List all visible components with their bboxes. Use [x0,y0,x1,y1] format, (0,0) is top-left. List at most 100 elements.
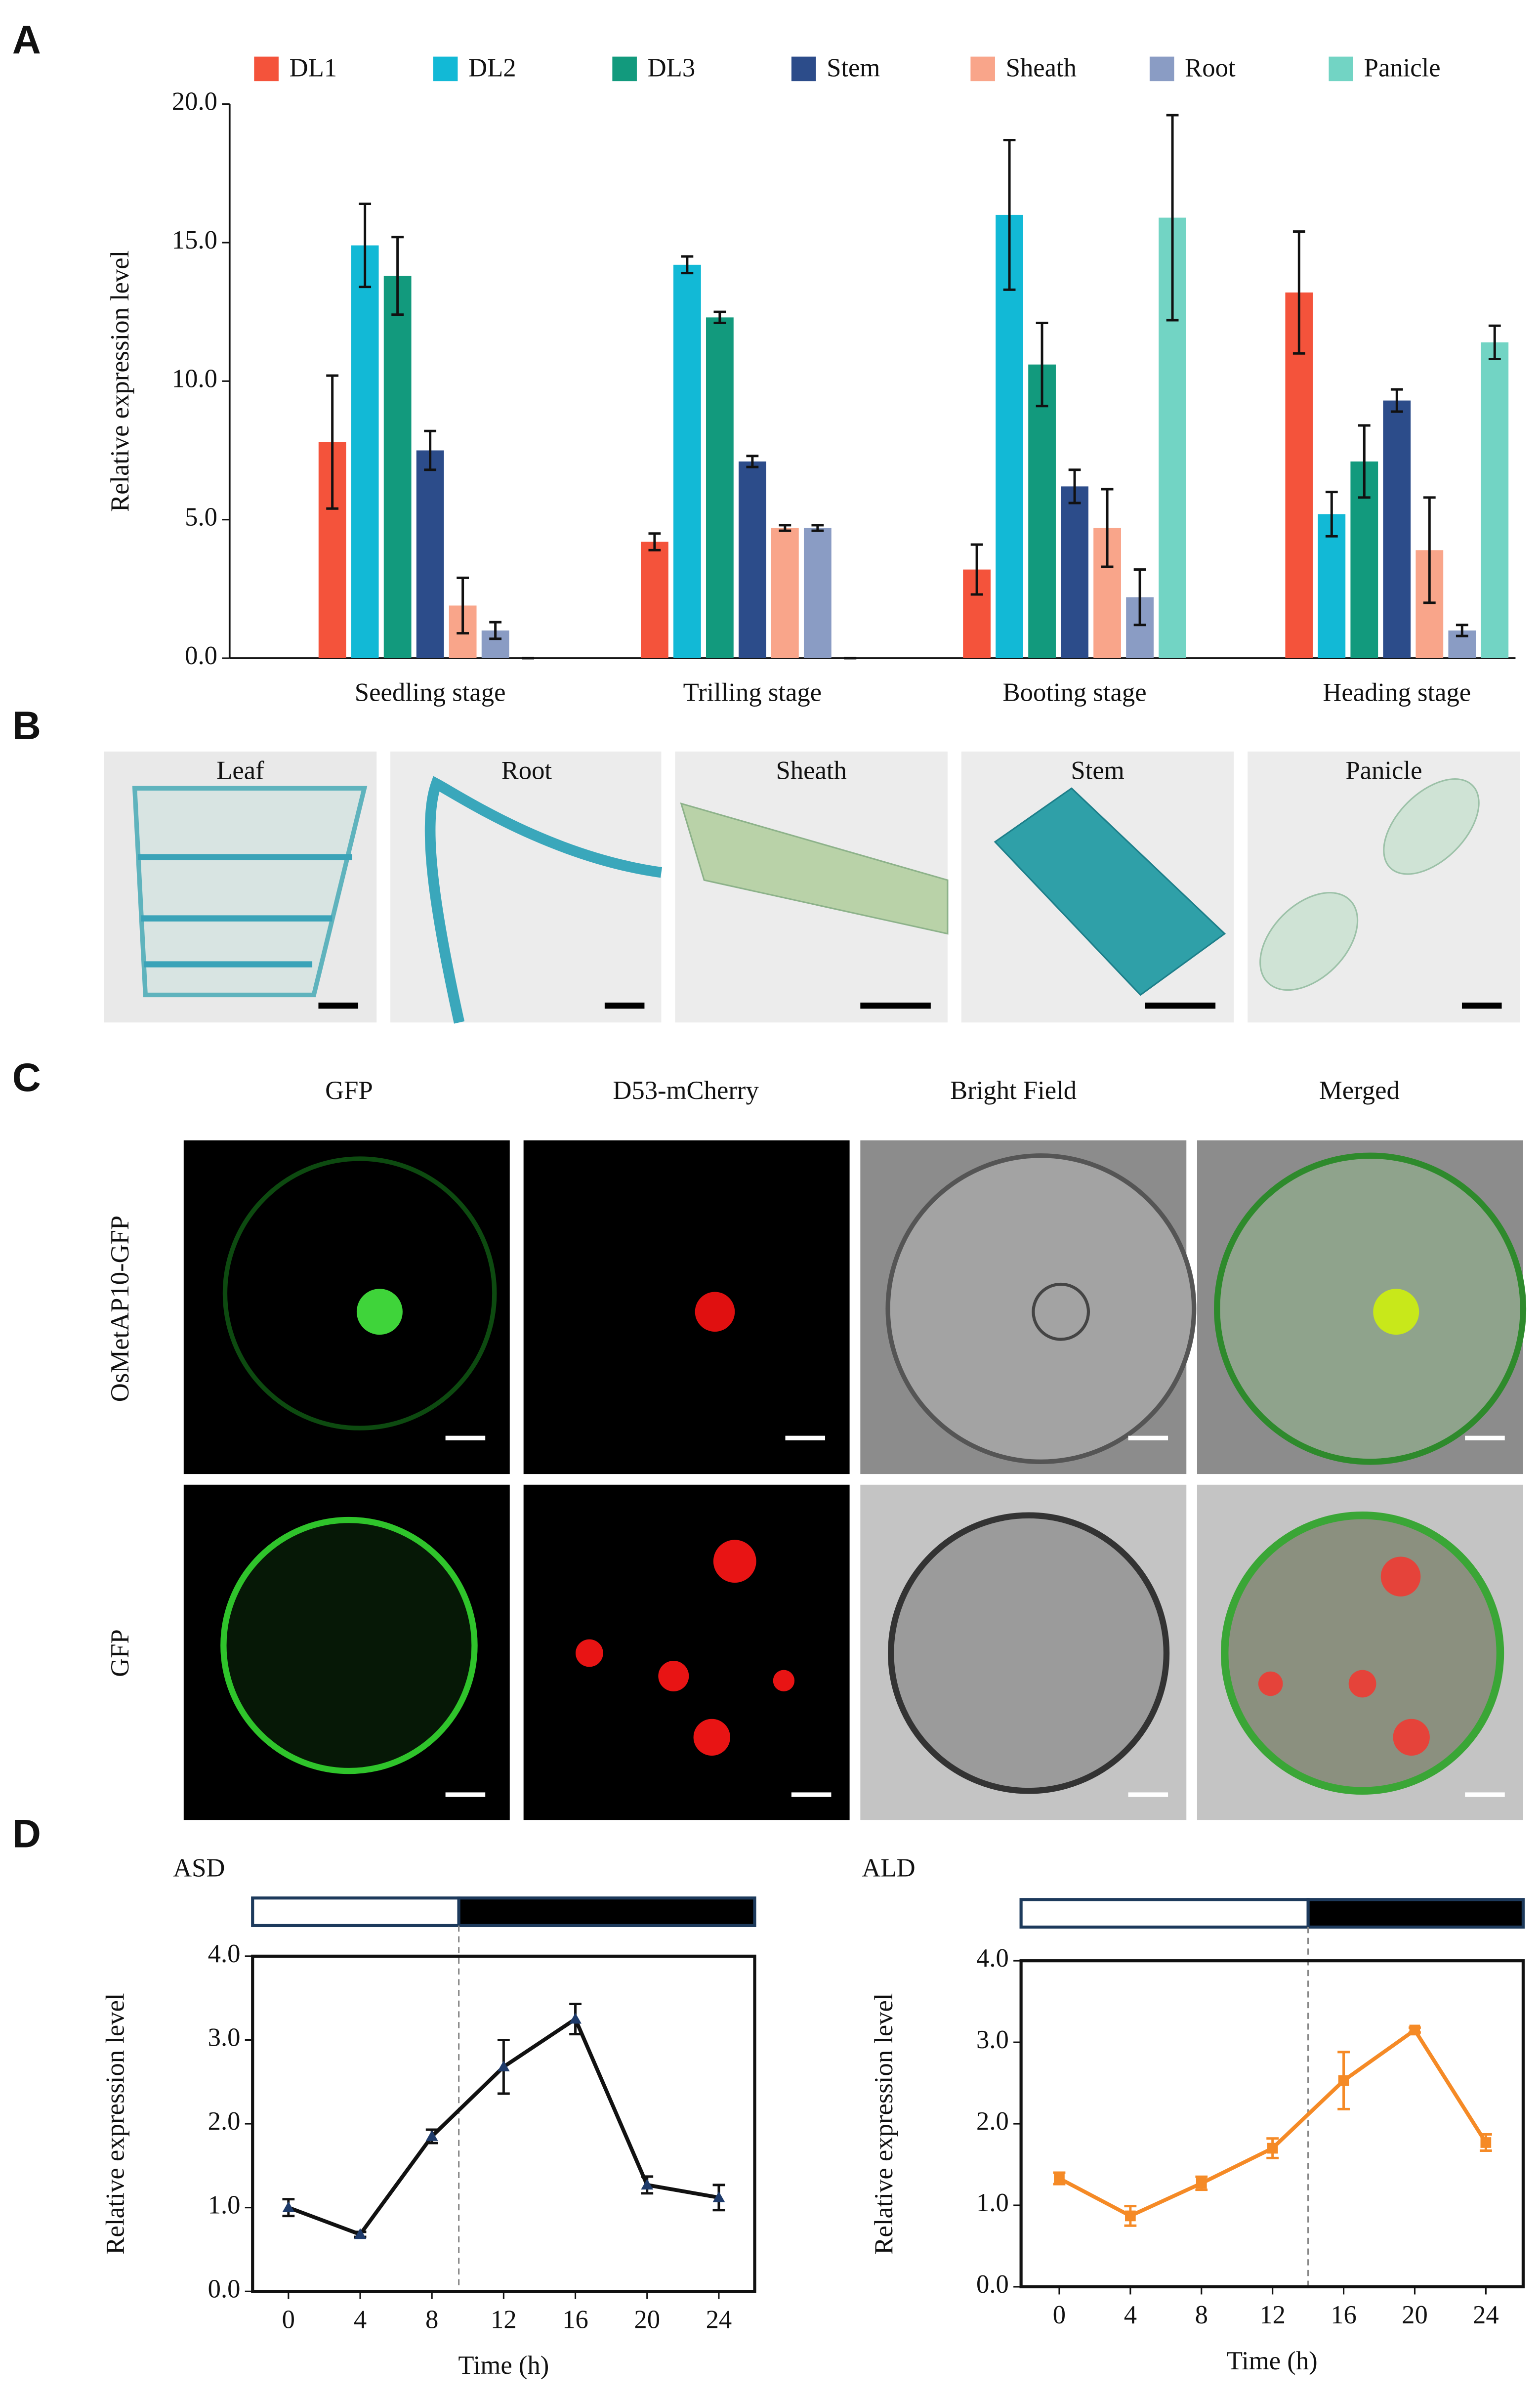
bar [1481,342,1509,659]
y-tick-label: 4.0 [208,1939,241,1968]
x-tick-label: 12 [491,2305,517,2334]
error-bar [457,576,469,635]
x-tick-label: 4 [354,2305,367,2334]
cell-outline [222,1156,497,1430]
x-tick-label: 12 [1259,2301,1286,2329]
photo-label: Sheath [776,756,846,785]
marker [354,2228,367,2239]
x-tick-label: Seedling stage [355,678,506,707]
error-bar [359,203,372,289]
chloroplasts [576,1540,795,1756]
error-bar [1423,496,1436,604]
root-shape [424,776,663,1024]
scale-bar [318,1002,359,1009]
y-tick-label: 0.0 [185,641,217,670]
legend-label: Root [1185,54,1236,83]
error-bar [713,310,726,325]
scale-bar [1461,1002,1502,1009]
legend-label: DL3 [648,54,696,83]
x-tick-label: 8 [1195,2301,1208,2329]
marker [641,2179,654,2190]
error-bar [1003,139,1016,291]
marker [569,2013,582,2024]
panicle-shape [1383,778,1480,875]
bar [1383,400,1411,659]
marker [1196,2178,1207,2189]
error-bar [424,429,437,471]
error-bar [1292,230,1305,355]
photo-label: Root [501,756,552,785]
panel-label: B [12,704,41,748]
y-tick-label: 2.0 [208,2107,241,2136]
x-axis-title: Time (h) [1227,2347,1318,2375]
legend-swatch [970,56,995,82]
x-tick-label: 16 [562,2305,588,2334]
bar [1061,486,1088,659]
scale-bar [604,1002,645,1009]
sheath-shape [680,802,949,935]
column-label: GFP [325,1076,373,1105]
y-tick-label: 3.0 [976,2025,1009,2054]
legend-label: Stem [827,54,880,83]
y-tick-label: 1.0 [976,2188,1009,2217]
photo-label: Stem [1071,756,1124,785]
chloroplasts [1258,1556,1430,1756]
line [1058,2027,1488,2218]
x-tick-label: 4 [1124,2301,1137,2329]
plot-frame [251,1954,756,2293]
light-period [251,1896,460,1928]
marker [1409,2024,1420,2036]
dark-period [1306,1898,1525,1929]
error-bar [1358,424,1371,499]
marker [1054,2173,1065,2184]
y-tick-label: 3.0 [208,2023,241,2052]
y-tick-label: 20.0 [172,87,217,116]
panel-label: C [12,1055,41,1100]
y-tick-label: 15.0 [172,226,217,254]
photo-label: Panicle [1345,756,1422,785]
column-label: Bright Field [950,1076,1077,1105]
error-bar [746,455,759,468]
y-axis-title: Relative expression level [101,1993,130,2254]
nucleus [695,1292,735,1332]
y-tick-label: 0.0 [976,2270,1009,2299]
y-tick-label: 10.0 [172,364,217,393]
legend-swatch [1149,56,1174,82]
error-bar [1390,388,1403,413]
error-bar [1133,568,1146,627]
bar [383,276,412,659]
photo-label: Leaf [216,756,264,785]
legend-swatch [612,56,637,82]
x-tick-label: 20 [634,2305,660,2334]
legend-swatch [254,56,279,82]
y-tick-label: 0.0 [208,2274,241,2303]
error-bar [1068,468,1081,505]
marker [712,2191,725,2202]
error-bar [681,255,694,275]
micrograph [523,1140,850,1474]
cell-outline [1220,1511,1504,1795]
panel-label: D [12,1812,41,1856]
chart-title: ASD [173,1853,225,1882]
x-tick-label: 24 [706,2305,732,2334]
cell-outline [1214,1152,1527,1465]
x-tick-label: 0 [282,2305,295,2334]
legend-swatch [433,56,458,82]
column-label: D53-mCherry [613,1076,759,1105]
bar [416,450,444,659]
x-tick-label: 0 [1053,2301,1066,2329]
tissue-photos: Leaf Root Sheath Stem Panicle [104,751,1520,1024]
plot-frame [1019,1959,1525,2289]
error-bar [1488,324,1501,360]
error-bar [1166,114,1179,322]
marker [282,2201,295,2212]
bar [673,264,701,659]
legend-label: Panicle [1364,54,1441,83]
error-bar [779,524,791,532]
error-bar [391,236,404,316]
error-bar [970,543,983,596]
cell-outline [885,1153,1197,1464]
y-axis-title: Relative expression level [870,1993,898,2254]
dark-period [457,1896,756,1928]
